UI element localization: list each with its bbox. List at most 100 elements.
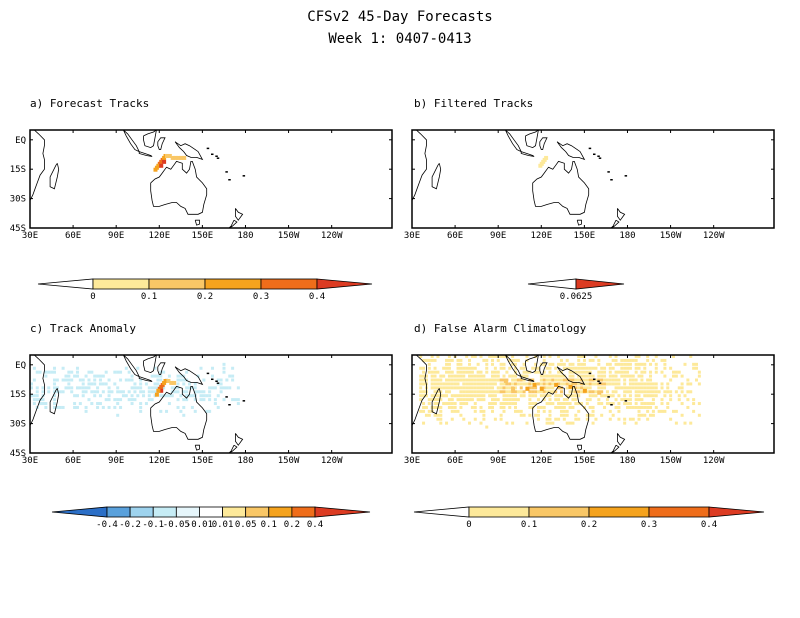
shade-cell (562, 402, 566, 406)
anomaly-cell (228, 386, 232, 390)
island (206, 372, 210, 375)
shade-cell (683, 421, 687, 425)
anomaly-cell (205, 394, 209, 398)
shade-cell (628, 366, 632, 370)
shade-cell (456, 374, 460, 378)
shade-cell (640, 390, 644, 394)
shade-cell (536, 413, 540, 417)
shade-cell (422, 382, 426, 386)
anomaly-cell (90, 402, 94, 406)
shade-cell (634, 386, 638, 390)
anomaly-cell (231, 398, 235, 402)
anomaly-cell (165, 409, 169, 413)
shade-cell (548, 370, 552, 374)
anomaly-cell (67, 378, 71, 382)
colorbar-label: 0.2 (581, 520, 597, 530)
panel-1: a) Forecast Tracks 30E 60E 90E 120E 150E 180 15… (10, 97, 393, 241)
x-tick-label: 150W (660, 231, 682, 241)
shade-cell (571, 382, 575, 386)
shade-cell (430, 378, 434, 382)
anomaly-cell (208, 409, 212, 413)
shade-cell (436, 398, 440, 402)
shade-cell (620, 362, 624, 366)
map-content (412, 130, 628, 228)
shade-cell (479, 390, 483, 394)
shade-cell (513, 390, 517, 394)
shade-cell (442, 366, 446, 370)
shade-cell (637, 374, 641, 378)
shade-cell (539, 405, 543, 409)
colorbar-swatch (575, 278, 625, 290)
anomaly-cell (75, 374, 79, 378)
shade-cell (513, 378, 517, 382)
shade-cell (568, 366, 572, 370)
shade-cell (482, 409, 486, 413)
shade-cell (433, 366, 437, 370)
shade-cell (672, 355, 676, 358)
shade-cell (608, 402, 612, 406)
shade-cell (445, 421, 449, 425)
shade-cell (491, 386, 495, 390)
x-tick-label: 150W (278, 456, 300, 466)
coastline (539, 137, 548, 150)
anomaly-cell (107, 394, 111, 398)
shade-cell (422, 402, 426, 406)
shade-cell (511, 374, 515, 378)
shade-cell (623, 421, 627, 425)
shade-cell (663, 394, 667, 398)
shade-cell (646, 386, 650, 390)
shade-cell (430, 398, 434, 402)
shade-cell (419, 382, 423, 386)
shade-cell (548, 402, 552, 406)
shade-cell (468, 386, 472, 390)
shade-cell (488, 355, 492, 358)
track-cell (159, 163, 164, 168)
anomaly-cell (176, 398, 180, 402)
shade-cell (600, 394, 604, 398)
shade-cell (637, 398, 641, 402)
shade-cell (516, 382, 520, 386)
shade-cell (468, 382, 472, 386)
shade-cell (628, 374, 632, 378)
anomaly-cell (73, 402, 77, 406)
shade-cell (588, 366, 592, 370)
shade-cell (453, 378, 457, 382)
shade-cell (614, 362, 618, 366)
shade-cell (585, 413, 589, 417)
coastline (576, 444, 582, 451)
track-cell (179, 155, 184, 160)
island (228, 404, 231, 406)
shade-cell (649, 402, 653, 406)
shade-cell (439, 409, 443, 413)
shade-cell (470, 398, 474, 402)
shade-cell (660, 382, 664, 386)
x-tick-label: 180 (619, 456, 635, 466)
shade-cell (634, 402, 638, 406)
anomaly-cell (216, 394, 220, 398)
shade-cell (611, 413, 615, 417)
anomaly-cell (87, 386, 91, 390)
x-tick-label: 30E (404, 456, 420, 466)
shade-cell (502, 409, 506, 413)
shade-cell (643, 370, 647, 374)
shade-cell (491, 402, 495, 406)
coastline (539, 362, 548, 375)
island (211, 378, 214, 381)
anomaly-cell (236, 386, 240, 390)
shade-cell (542, 358, 546, 362)
shade-cell (588, 390, 592, 394)
shade-cell (447, 358, 451, 362)
shade-cell (603, 374, 607, 378)
colorbar-label: 0 (90, 292, 95, 302)
shade-cell (511, 378, 515, 382)
shade-cell (663, 366, 667, 370)
shade-cell (551, 374, 555, 378)
shade-cell (551, 421, 555, 425)
shade-cell (649, 390, 653, 394)
anomaly-cell (153, 382, 157, 386)
x-tick-label: 150E (574, 231, 596, 241)
shade-cell (697, 374, 701, 378)
shade-cell (419, 398, 423, 402)
shade-cell (686, 382, 690, 386)
shade-cell (594, 366, 598, 370)
